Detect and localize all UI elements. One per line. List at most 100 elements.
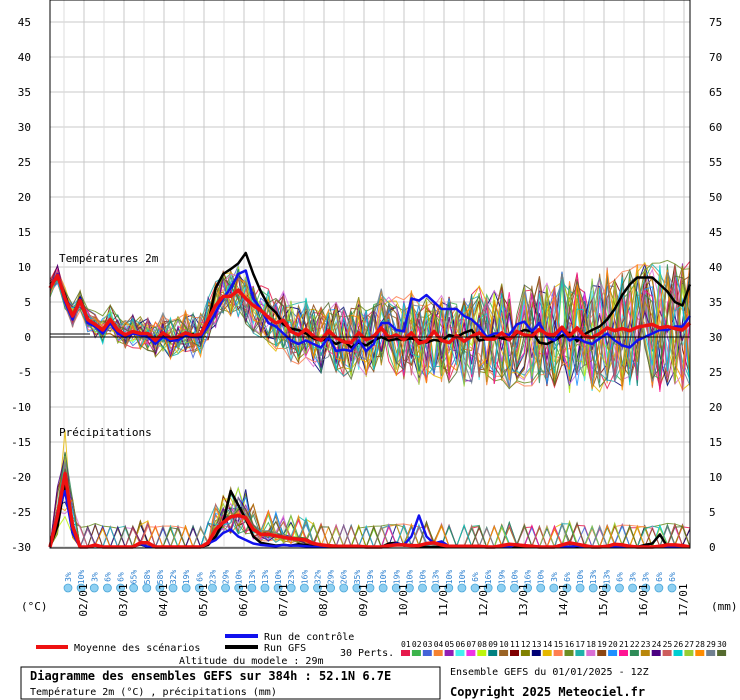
pert-legend-swatch [695,650,705,656]
precip-probability-label: 6% [117,572,126,582]
precip-drop-icon [89,583,99,593]
pert-legend-id: 04 [434,640,444,649]
pert-legend-id: 18 [586,640,596,649]
pert-legend-id: 10 [499,640,509,649]
precip-probability-label: 58% [156,570,165,585]
precip-drop-icon [431,583,441,593]
date-label: 04/01 [157,583,170,616]
date-label: 09/01 [357,583,370,616]
date-label: 14/01 [557,583,570,616]
precip-probability-label: 16% [524,570,533,585]
date-axis-labels: 02/01 03/01 04/01 05/01 06/01 07/01 08/01 09/01… [77,583,690,616]
precip-drop-icon [63,583,73,593]
precip-drop-icon [102,583,112,593]
date-label: 17/01 [677,583,690,616]
pert-legend-swatch [553,650,563,656]
pert-legend-swatch [422,650,432,656]
left-tick-label: -20 [11,471,31,484]
precip-drop-icon [457,583,467,593]
perturbation-legend: 01 02 03 04 05 06 07 08 09 10 11 12 13 14 15 16 17 18 19 20… [401,640,727,656]
pert-legend-swatch [684,650,694,656]
pert-temp-line [49,264,691,384]
date-label: 13/01 [517,583,530,616]
pert-legend-id: 23 [641,640,651,649]
precip-probability-label: 3% [629,572,638,582]
legend: Moyenne des scénarios Run de contrôle Ru… [36,631,727,667]
precip-drop-icon [326,583,336,593]
precip-probability-label: 13% [432,570,441,585]
pert-legend-swatch [629,650,639,656]
run-info: Ensemble GEFS du 01/01/2025 - 12Z [450,667,649,678]
left-axis-ticks: 45 40 35 30 25 20 15 10 5 0 -5 -10 -15 -20 -25 -30 [11,16,31,554]
precip-probability-label: 10% [274,570,283,585]
precip-drop-icon [339,583,349,593]
right-tick-label: 15 [709,436,722,449]
pert-legend-swatch [444,650,454,656]
precip-probability-label: 10% [405,570,414,585]
temp-section-label: Températures 2m [59,252,159,265]
right-tick-label: 60 [709,121,722,134]
precip-drop-icon [601,583,611,593]
date-label: 10/01 [397,583,410,616]
pert-legend-swatch [477,650,487,656]
precip-probability-label: 19% [366,570,375,585]
date-label: 03/01 [117,583,130,616]
precip-drop-icon [365,583,375,593]
left-tick-label: 5 [24,296,31,309]
right-tick-label: 25 [709,366,722,379]
pert-legend-swatch [433,650,443,656]
precip-drop-icon [247,583,257,593]
left-tick-label: 0 [24,331,31,344]
precip-drop-icon [313,583,322,593]
right-tick-label: 40 [709,261,722,274]
pert-legend-id: 01 [401,640,411,649]
precip-drop-icon [404,583,414,593]
legend-mean-label: Moyenne des scénarios [74,642,200,654]
precip-drop-icon [615,583,624,593]
pert-legend-id: 03 [423,640,433,649]
pert-legend-id: 27 [684,640,694,649]
date-label: 12/01 [477,583,490,616]
precip-probability-label: 19% [182,570,191,585]
chart-title: Diagramme des ensembles GEFS sur 384h : … [30,669,391,683]
left-tick-label: 30 [18,121,31,134]
precip-probability-label: 32% [313,570,322,585]
precip-drop-icon [654,583,664,593]
perturbation-temp-lines [49,259,691,393]
precip-drop-icon [418,583,427,593]
pert-legend-swatch [531,650,541,656]
precip-probability-label: 35% [353,570,362,585]
precip-drop-icon [129,583,139,593]
legend-control-label: Run de contrôle [264,631,354,643]
copyright: Copyright 2025 Meteociel.fr [450,685,645,699]
precip-drop-icon [641,583,651,593]
pert-legend-id: 08 [477,640,487,649]
pert-legend-id: 06 [456,640,466,649]
precip-probability-label: 19% [392,570,401,585]
right-tick-label: 55 [709,156,722,169]
precip-drop-icon [299,583,309,593]
pert-legend-swatch [510,650,519,656]
left-tick-label: 20 [18,191,31,204]
pert-legend-swatch [499,650,509,656]
plot-background [50,0,690,548]
pert-legend-swatch [706,650,716,656]
precip-drop-icon [549,583,559,593]
date-label: 05/01 [197,583,210,616]
right-tick-label: 5 [709,506,716,519]
date-label: 06/01 [237,583,250,616]
precip-drop-icon [496,583,506,593]
pert-legend-swatch [662,650,672,656]
model-altitude: Altitude du modele : 29m [179,656,324,667]
pert-legend-id: 09 [488,640,498,649]
legend-gfs-label: Run GFS [264,643,306,654]
pert-legend-swatch [673,650,683,656]
precip-drop-icon [116,583,125,593]
pert-legend-id: 13 [532,640,542,649]
chart-subtitle: Température 2m (°C) , précipitations (mm… [30,686,277,698]
precip-probability-label: 3% [64,572,73,582]
precip-drop-icon [168,583,178,593]
precip-probability-label: 23% [287,570,296,585]
precip-probability-label: 23% [208,570,217,585]
right-tick-label: 45 [709,226,722,239]
